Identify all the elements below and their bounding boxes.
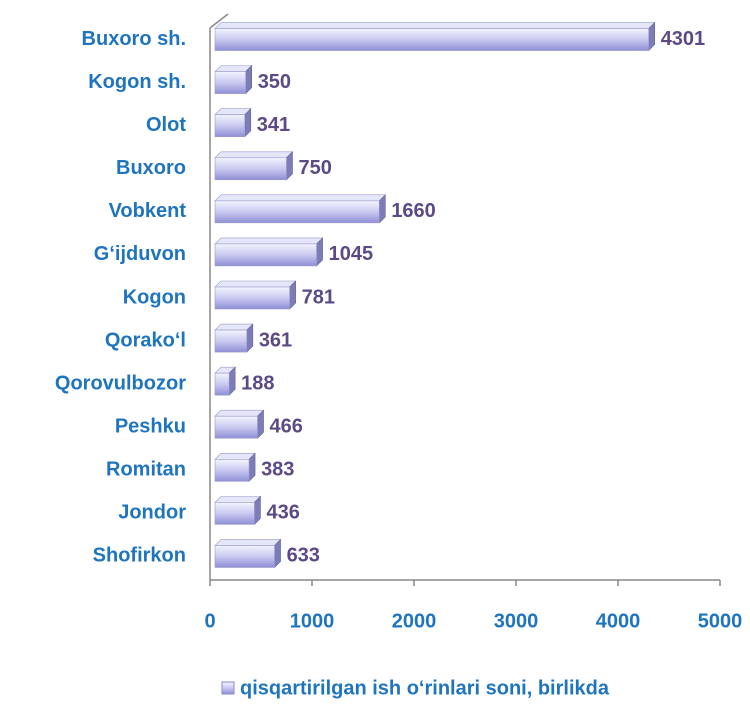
value-label: 188 [241, 372, 274, 394]
y-tick-label: Qorako‘l [105, 329, 186, 351]
value-label: 341 [257, 114, 290, 136]
y-tick-label: Shofirkon [93, 545, 186, 567]
bar [214, 107, 252, 138]
x-tick-label: 0 [204, 610, 215, 632]
y-tick-label: Peshku [115, 416, 186, 438]
bar [214, 280, 297, 310]
value-label: 383 [261, 459, 294, 481]
y-tick-label: Buxoro sh. [82, 28, 186, 50]
value-label: 361 [259, 329, 292, 351]
bar [214, 323, 254, 353]
bar [214, 495, 262, 526]
x-tick-label: 4000 [596, 610, 641, 632]
x-tick-label: 2000 [392, 610, 437, 632]
y-tick-label: Romitan [106, 459, 186, 481]
legend-swatch [221, 681, 235, 695]
y-tick-label: Kogon [123, 286, 186, 308]
y-tick-label: Jondor [118, 502, 186, 524]
bar [214, 409, 265, 439]
bar [214, 237, 324, 267]
bar [214, 366, 236, 396]
bar [214, 194, 387, 224]
bar [214, 452, 256, 483]
x-tick-label: 1000 [290, 610, 335, 632]
axis-wall-edge [209, 13, 229, 29]
value-label: 750 [299, 157, 332, 179]
value-label: 4301 [661, 28, 706, 50]
x-tick-label: 3000 [494, 610, 539, 632]
value-label: 1660 [391, 200, 436, 222]
bar [214, 538, 282, 569]
y-tick-label: Kogon sh. [88, 71, 186, 93]
value-label: 436 [266, 502, 299, 524]
value-label: 633 [287, 545, 320, 567]
value-label: 781 [302, 286, 335, 308]
x-tick-label: 5000 [698, 610, 743, 632]
y-tick-label: Buxoro [116, 157, 186, 179]
legend-label: qisqartirilgan ish o‘rinlari soni, birli… [240, 677, 610, 699]
bar [214, 151, 294, 181]
value-label: 466 [270, 416, 303, 438]
y-tick-label: Vobkent [109, 200, 187, 222]
value-label: 350 [258, 71, 291, 93]
y-tick-label: Olot [146, 114, 186, 136]
value-label: 1045 [329, 243, 374, 265]
y-tick-label: Qorovulbozor [55, 372, 186, 394]
bar [214, 21, 656, 52]
y-tick-label: G‘ijduvon [94, 243, 186, 265]
bar [214, 64, 253, 95]
